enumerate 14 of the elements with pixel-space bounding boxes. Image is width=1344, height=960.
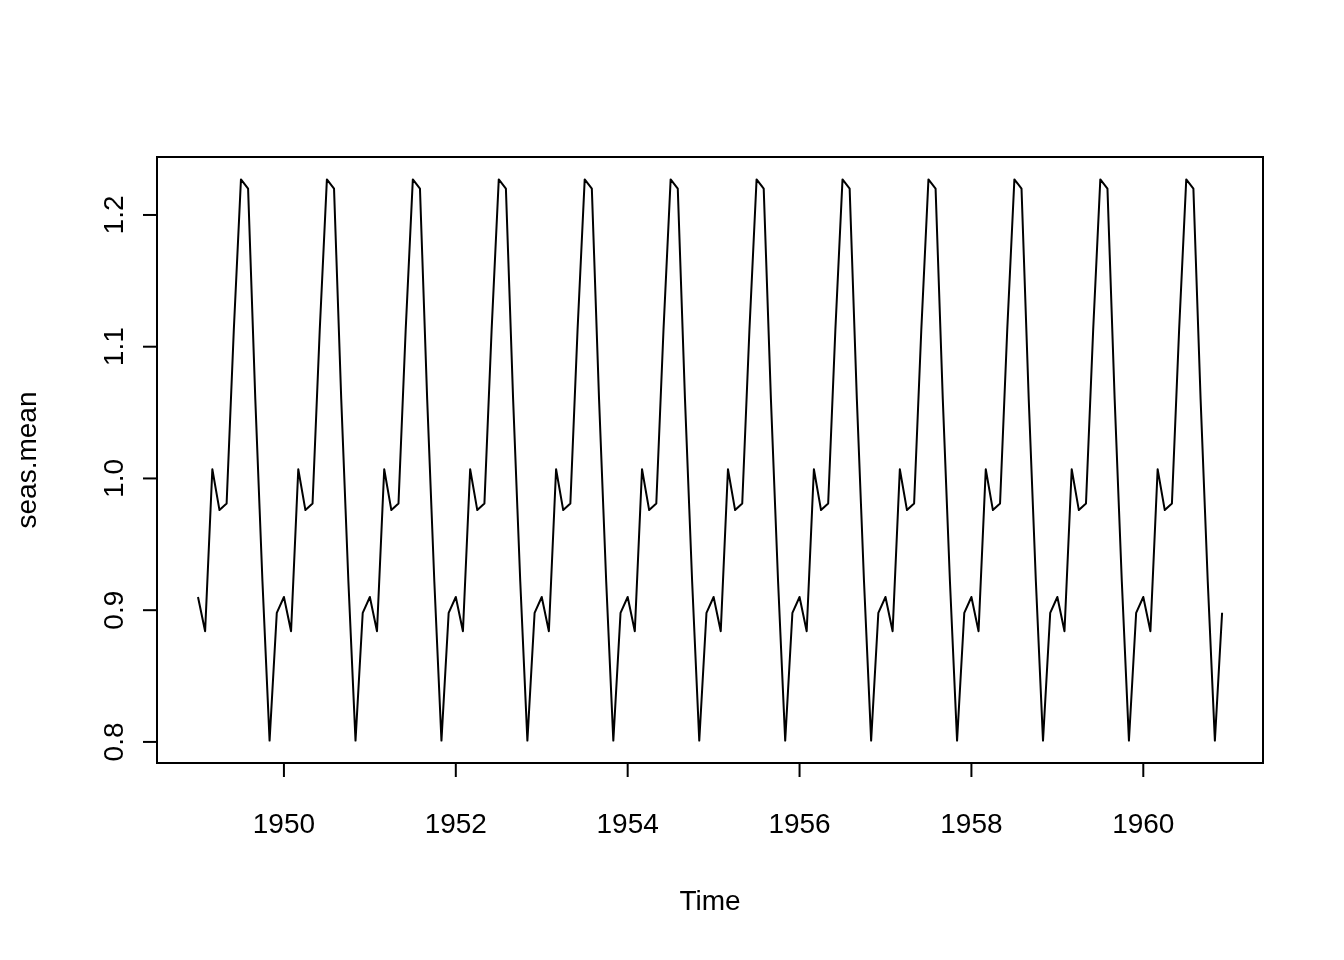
x-axis-title: Time (679, 885, 741, 916)
x-tick-label: 1956 (768, 808, 831, 839)
x-tick-label: 1950 (252, 808, 316, 839)
x-tick-label: 1958 (940, 808, 1003, 839)
y-tick-label: 1.1 (98, 327, 129, 367)
y-tick-label: 1.2 (98, 195, 129, 235)
y-tick-label: 1.0 (98, 458, 129, 498)
line-series (196, 178, 1224, 742)
y-tick-label: 0.8 (98, 722, 129, 762)
y-tick-label: 0.9 (98, 590, 129, 630)
x-tick-label: 1960 (1112, 808, 1175, 839)
x-tick-label: 1954 (596, 808, 659, 839)
x-tick-label: 1952 (424, 808, 487, 839)
y-axis-title: seas.mean (11, 391, 42, 529)
